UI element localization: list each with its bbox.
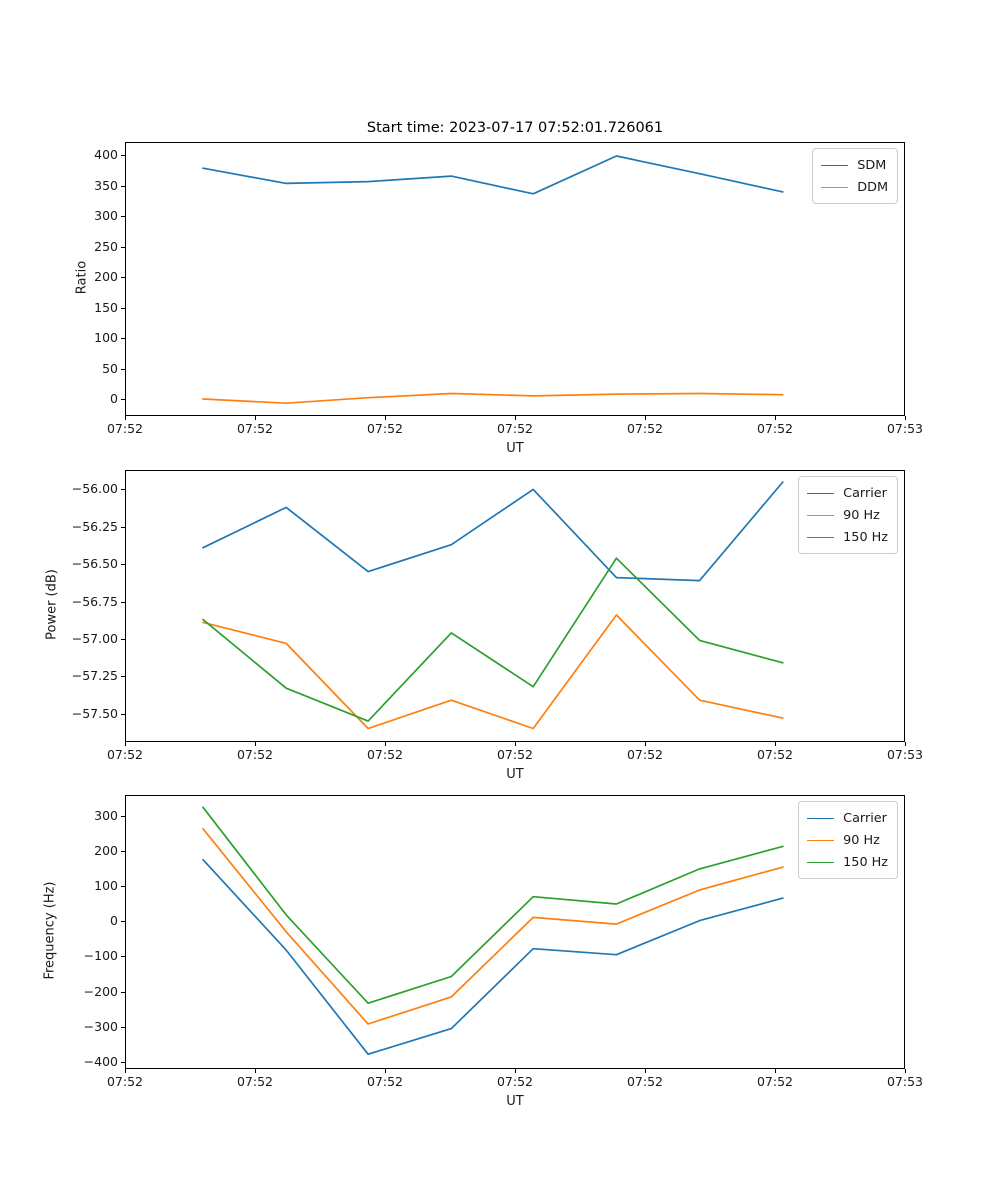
y-tick-label: 250 [94, 238, 118, 254]
y-tick-label: −56.00 [71, 481, 118, 497]
x-tick-label: 07:52 [496, 1074, 534, 1089]
x-tick-label: 07:52 [496, 421, 534, 436]
x-tick-label: 07:52 [626, 421, 664, 436]
x-tick-label: 07:53 [886, 1074, 924, 1089]
y-tick-label: −200 [83, 983, 118, 999]
legend-label: 150 Hz [843, 529, 888, 545]
legend: Carrier 90 Hz 150 Hz [798, 476, 898, 554]
legend-entry: 90 Hz [807, 829, 888, 851]
legend-entry: Carrier [807, 807, 888, 829]
x-tick-label: 07:52 [366, 421, 404, 436]
series-line-carrier [202, 858, 784, 1056]
x-tick-label: 07:52 [756, 1074, 794, 1089]
y-tick-label: −57.00 [71, 630, 118, 646]
x-tick-label: 07:52 [106, 747, 144, 762]
y-tick-label: 100 [94, 878, 118, 894]
axes-frame [125, 470, 905, 742]
legend-line-sample-icon [807, 514, 835, 516]
series-line-150-hz [202, 806, 784, 1005]
y-tick-label: 0 [110, 390, 118, 406]
x-tick-label: 07:52 [756, 421, 794, 436]
legend-entry: DDM [821, 176, 888, 198]
ut-axis-label-bottom: UT [506, 1094, 524, 1109]
frequency-axis-label: Frequency (Hz) [42, 881, 58, 980]
legend-line-sample-icon [821, 186, 849, 188]
legend-line-sample-icon [807, 861, 835, 863]
series-line-sdm [202, 155, 784, 195]
legend-line-sample-icon [821, 164, 849, 166]
x-tick-label: 07:52 [236, 1074, 274, 1089]
y-tick-label: 400 [94, 147, 118, 163]
figure-title: Start time: 2023-07-17 07:52:01.726061 [366, 120, 664, 136]
y-tick-label: −300 [83, 1018, 118, 1034]
legend-line-sample-icon [807, 536, 835, 538]
legend-entry: 90 Hz [807, 504, 888, 526]
x-tick-label: 07:52 [236, 747, 274, 762]
y-tick-label: 100 [94, 330, 118, 346]
y-tick-label: 0 [110, 913, 118, 929]
y-tick-label: −56.25 [71, 518, 118, 534]
x-tick-label: 07:52 [106, 1074, 144, 1089]
ratio-axis-label: Ratio [74, 260, 90, 295]
x-tick-label: 07:52 [366, 1074, 404, 1089]
y-tick-label: 300 [94, 208, 118, 224]
y-tick-label: 300 [94, 807, 118, 823]
legend-line-sample-icon [807, 817, 835, 819]
legend-label: 90 Hz [843, 507, 880, 523]
legend-entry: 150 Hz [807, 851, 888, 873]
legend-entry: SDM [821, 154, 888, 176]
y-tick-label: −400 [83, 1053, 118, 1069]
legend-label: 150 Hz [843, 854, 888, 870]
x-tick-label: 07:52 [106, 421, 144, 436]
series-line-90-hz [202, 827, 784, 1025]
y-tick-label: 150 [94, 299, 118, 315]
axes-frame [125, 142, 905, 416]
legend-label: Carrier [843, 810, 887, 826]
legend-label: Carrier [843, 485, 887, 501]
legend-label: 90 Hz [843, 832, 880, 848]
series-line-carrier [202, 481, 784, 582]
legend-label: SDM [857, 157, 887, 173]
legend-entry: Carrier [807, 482, 888, 504]
series-line-ddm [202, 392, 784, 405]
y-tick-label: −57.25 [71, 668, 118, 684]
y-tick-label: −57.50 [71, 705, 118, 721]
legend-label: DDM [857, 179, 888, 195]
series-line-150-hz [202, 557, 784, 722]
x-tick-label: 07:52 [626, 1074, 664, 1089]
y-tick-label: −100 [83, 948, 118, 964]
y-tick-label: −56.75 [71, 593, 118, 609]
power-axis-label: Power (dB) [44, 569, 60, 640]
axes-frame [125, 795, 905, 1069]
x-tick-label: 07:53 [886, 421, 924, 436]
legend-line-sample-icon [807, 492, 835, 494]
legend-entry: 150 Hz [807, 526, 888, 548]
legend: Carrier 90 Hz 150 Hz [798, 801, 898, 879]
series-line-90-hz [202, 614, 784, 730]
y-tick-label: 200 [94, 842, 118, 858]
ut-axis-label-top: UT [506, 441, 524, 456]
legend: SDM DDM [812, 148, 898, 204]
x-tick-label: 07:52 [366, 747, 404, 762]
x-tick-label: 07:52 [236, 421, 274, 436]
ut-axis-label-middle: UT [506, 767, 524, 782]
y-tick-label: −56.50 [71, 556, 118, 572]
x-tick-label: 07:52 [756, 747, 794, 762]
y-tick-label: 350 [94, 177, 118, 193]
y-tick-label: 200 [94, 269, 118, 285]
y-tick-label: 50 [102, 360, 118, 376]
legend-line-sample-icon [807, 839, 835, 841]
x-tick-label: 07:52 [626, 747, 664, 762]
x-tick-label: 07:52 [496, 747, 534, 762]
x-tick-label: 07:53 [886, 747, 924, 762]
